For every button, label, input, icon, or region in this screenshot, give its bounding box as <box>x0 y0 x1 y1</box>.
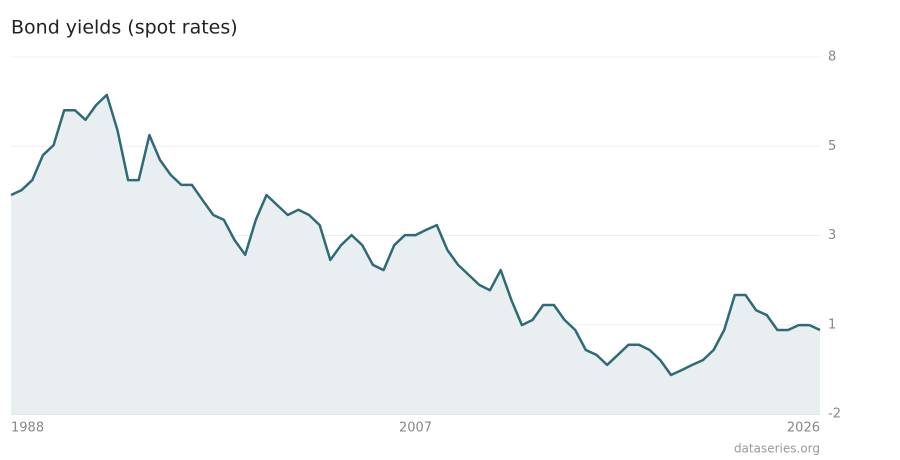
y-tick-label: 1 <box>828 317 836 332</box>
area <box>11 94 820 415</box>
source: dataseries.org <box>734 442 820 456</box>
x-tick-label: 2007 <box>399 421 432 436</box>
y-tick-label: 5 <box>828 139 836 154</box>
y-tick-label: 3 <box>828 228 836 243</box>
line <box>10 93 821 377</box>
y-tick-label: -2 <box>828 407 841 422</box>
y-tick-label: 8 <box>828 50 836 65</box>
x-tick-label: 2026 <box>787 421 820 436</box>
x-tick-label: 1988 <box>11 421 44 436</box>
chart-title: Bond yields (spot rates) <box>11 17 238 39</box>
